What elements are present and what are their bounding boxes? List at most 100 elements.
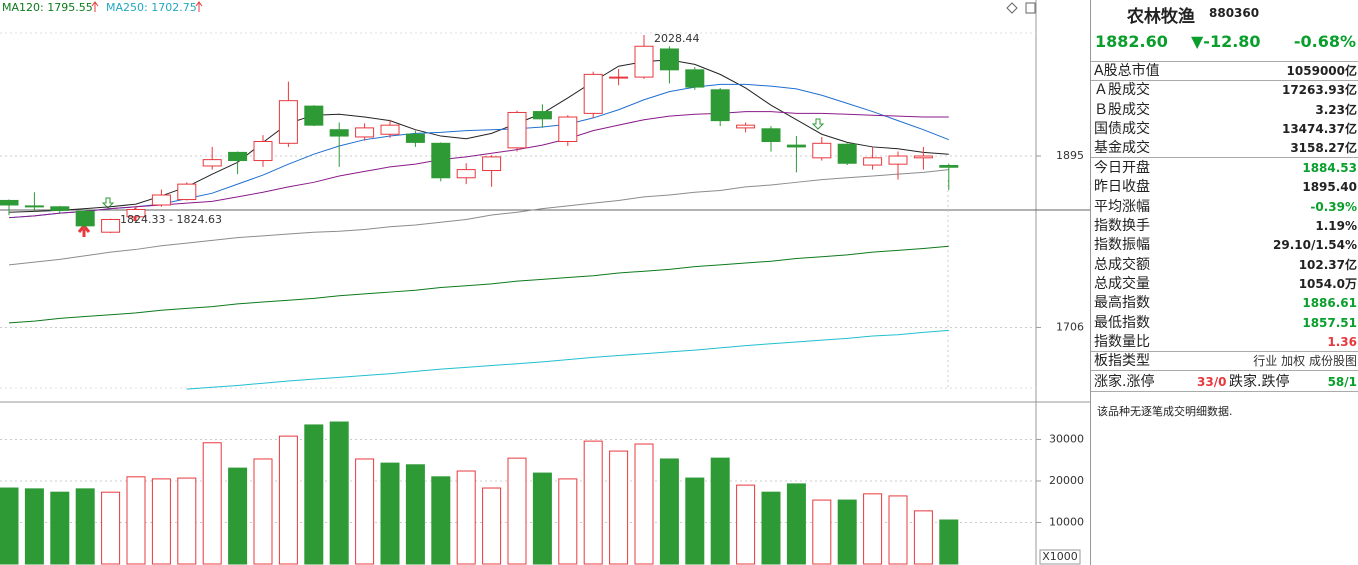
row-label: 总成交额 bbox=[1094, 256, 1150, 273]
row-label: 国债成交 bbox=[1094, 121, 1150, 138]
row-value: -0.39% bbox=[1310, 199, 1357, 214]
candle-body bbox=[532, 111, 552, 120]
candle-body bbox=[278, 100, 298, 144]
candle-body bbox=[24, 205, 44, 208]
quote-row: 基金成交 3158.27亿 bbox=[1091, 139, 1358, 159]
candle-body bbox=[913, 155, 933, 159]
row-value: 17263.93亿 bbox=[1281, 83, 1357, 98]
breadth-up: 33/0 bbox=[1197, 375, 1227, 389]
price: 1882.60 bbox=[1095, 32, 1168, 51]
signal-arrow bbox=[77, 223, 91, 237]
diamond-icon[interactable] bbox=[1006, 2, 1018, 14]
quote-panel: 农林牧渔 880360 1882.60 ▼-12.80 -0.68% A股总市值… bbox=[1090, 0, 1358, 565]
candle-body bbox=[431, 142, 451, 179]
candle-body bbox=[329, 129, 349, 137]
candle-body bbox=[380, 124, 400, 135]
annotation: 2028.44 bbox=[654, 32, 700, 45]
volume-bar bbox=[329, 421, 349, 565]
row-label: 指数振幅 bbox=[1094, 237, 1150, 254]
sector-option[interactable]: 加权 bbox=[1281, 354, 1306, 368]
candle-body bbox=[253, 140, 273, 162]
note: 该品种无逐笔成交明细数据. bbox=[1097, 405, 1233, 418]
volume-bar bbox=[939, 519, 959, 565]
volume-bar bbox=[558, 478, 578, 565]
candle-body bbox=[888, 155, 908, 165]
candle-body bbox=[659, 48, 679, 71]
volume-bar bbox=[228, 467, 248, 565]
volume-bar bbox=[151, 478, 171, 565]
quote-row: Ｂ股成交 3.23亿 bbox=[1091, 101, 1358, 120]
volume-bar bbox=[812, 499, 832, 565]
candle-body bbox=[507, 111, 527, 149]
quote-row: 总成交额 102.37亿 bbox=[1091, 256, 1358, 275]
volume-bar bbox=[583, 440, 603, 565]
volume-bar bbox=[761, 491, 781, 565]
row-value: 1059000亿 bbox=[1286, 64, 1357, 78]
volume-bar bbox=[482, 487, 502, 565]
volume-bar bbox=[101, 491, 121, 565]
volume-bar bbox=[507, 457, 527, 565]
sector-option[interactable]: 行业 bbox=[1253, 354, 1278, 368]
volume-bar bbox=[685, 477, 705, 565]
volume-bar bbox=[304, 424, 324, 565]
ma-line bbox=[186, 329, 949, 390]
row-value: 1.19% bbox=[1315, 218, 1357, 233]
sector-options: 行业 加权 成份股图 bbox=[1253, 352, 1357, 371]
signal-arrow bbox=[101, 197, 115, 209]
volume-bar bbox=[634, 443, 654, 565]
candle-body bbox=[304, 105, 324, 126]
candle-body bbox=[456, 169, 476, 179]
candle-body bbox=[126, 209, 146, 218]
row-value: 13474.37亿 bbox=[1281, 122, 1357, 137]
candle-body bbox=[812, 142, 832, 159]
row-value: 102.37亿 bbox=[1298, 257, 1357, 272]
breadth-label: 涨家.涨停 bbox=[1094, 374, 1155, 390]
volume-bar bbox=[0, 487, 19, 565]
quote-row: 平均涨幅 -0.39% bbox=[1091, 198, 1358, 217]
volume-bar bbox=[50, 491, 70, 565]
quote-row: A股总市值 1059000亿 bbox=[1091, 62, 1358, 81]
row-label: 指数量比 bbox=[1094, 334, 1150, 351]
breadth-down: 58/1 bbox=[1327, 375, 1357, 389]
candle-body bbox=[939, 165, 959, 168]
candle-body bbox=[583, 73, 603, 114]
quote-row: 最低指数 1857.51 bbox=[1091, 314, 1358, 333]
row-label: 最低指数 bbox=[1094, 314, 1150, 331]
volume-bar bbox=[126, 476, 146, 565]
sector-option[interactable]: 成份股图 bbox=[1308, 354, 1357, 368]
quote-row: 国债成交 13474.37亿 bbox=[1091, 120, 1358, 139]
candle-body bbox=[786, 144, 806, 148]
volume-bar bbox=[710, 457, 730, 565]
row-label: Ｂ股成交 bbox=[1094, 101, 1150, 118]
y-tick-label: 20000 bbox=[1049, 474, 1084, 487]
quote-row: 总成交量 1054.0万 bbox=[1091, 275, 1358, 294]
quote-row: 指数量比 1.36 bbox=[1091, 333, 1358, 353]
unit-box bbox=[1039, 549, 1081, 565]
volume-bar bbox=[837, 499, 857, 565]
volume-bar bbox=[75, 488, 95, 565]
volume-bar bbox=[609, 450, 629, 565]
y-tick-label: 1706 bbox=[1056, 320, 1084, 333]
volume-bar bbox=[177, 477, 197, 565]
index-code: 880360 bbox=[1209, 6, 1260, 20]
volume-bar bbox=[863, 493, 883, 565]
breadth-label: 跌家.跌停 bbox=[1229, 374, 1290, 390]
window-icon[interactable] bbox=[1025, 2, 1036, 14]
ma-line bbox=[8, 245, 949, 324]
candle-body bbox=[761, 128, 781, 142]
row-label: 基金成交 bbox=[1094, 140, 1150, 157]
index-name: 农林牧渔 bbox=[1127, 7, 1195, 27]
volume-bar bbox=[202, 442, 222, 565]
row-label: 今日开盘 bbox=[1094, 159, 1150, 176]
up-arrow-icon bbox=[91, 1, 99, 12]
candle-body bbox=[101, 219, 121, 233]
row-label: 最高指数 bbox=[1094, 295, 1150, 312]
quote-row: 指数换手 1.19% bbox=[1091, 217, 1358, 236]
row-label: 总成交量 bbox=[1094, 275, 1150, 292]
volume-bar bbox=[532, 472, 552, 565]
candle-body bbox=[202, 159, 222, 167]
row-label: 指数换手 bbox=[1094, 217, 1150, 234]
row-value: 1895.40 bbox=[1302, 180, 1357, 195]
volume-unit: X1000 bbox=[1042, 550, 1078, 563]
ma-line bbox=[8, 169, 949, 266]
